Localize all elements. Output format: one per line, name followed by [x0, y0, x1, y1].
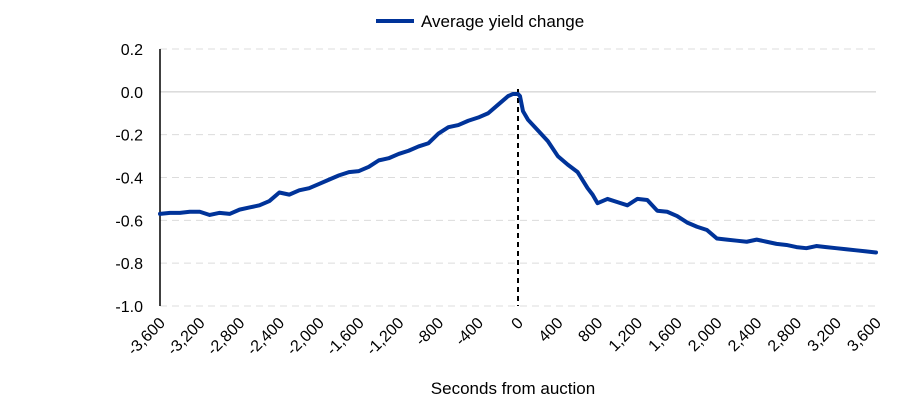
x-tick-label: 400 — [536, 315, 567, 346]
gridlines — [160, 48, 876, 307]
series-lines — [158, 91, 878, 255]
x-tick-label: 3,200 — [805, 315, 845, 355]
y-tick-label: -1.0 — [115, 299, 143, 316]
x-tick-label: -2,400 — [244, 315, 288, 359]
x-tick-label: 2,400 — [725, 315, 765, 355]
x-tick-label: -2,800 — [204, 315, 248, 359]
x-tick-label: -2,000 — [284, 315, 328, 359]
x-tick-label: 2,000 — [685, 315, 725, 355]
legend-label-average-yield-change: Average yield change — [421, 12, 584, 31]
x-tick-label: -1,200 — [363, 315, 407, 359]
x-tick-label: -800 — [413, 315, 448, 350]
x-axis-title: Seconds from auction — [431, 379, 595, 398]
x-tick-labels: -3,600-3,200-2,800-2,400-2,000-1,600-1,2… — [125, 315, 885, 359]
x-tick-label: -1,600 — [324, 315, 368, 359]
x-tick-label: 2,800 — [765, 315, 805, 355]
x-tick-label: 1,200 — [606, 315, 646, 355]
legend: Average yield change — [376, 12, 584, 31]
series-line-average-yield-change — [158, 91, 878, 255]
x-tick-label: 0 — [509, 315, 527, 333]
x-tick-label: 1,600 — [646, 315, 686, 355]
y-tick-label: -0.6 — [115, 213, 143, 230]
y-tick-label: 0.2 — [121, 42, 143, 59]
x-tick-label: 3,600 — [844, 315, 884, 355]
x-tick-label: -3,200 — [165, 315, 209, 359]
x-tick-label: -400 — [452, 315, 487, 350]
y-tick-labels: 0.2 0.0 -0.2 -0.4 -0.6 -0.8 -1.0 — [115, 42, 143, 316]
y-tick-label: -0.2 — [115, 128, 143, 145]
y-tick-label: -0.4 — [115, 171, 143, 188]
y-tick-label: -0.8 — [115, 256, 143, 273]
x-tick-label: -3,600 — [125, 315, 169, 359]
y-tick-label: 0.0 — [121, 85, 143, 102]
x-tick-label: 800 — [575, 315, 606, 346]
